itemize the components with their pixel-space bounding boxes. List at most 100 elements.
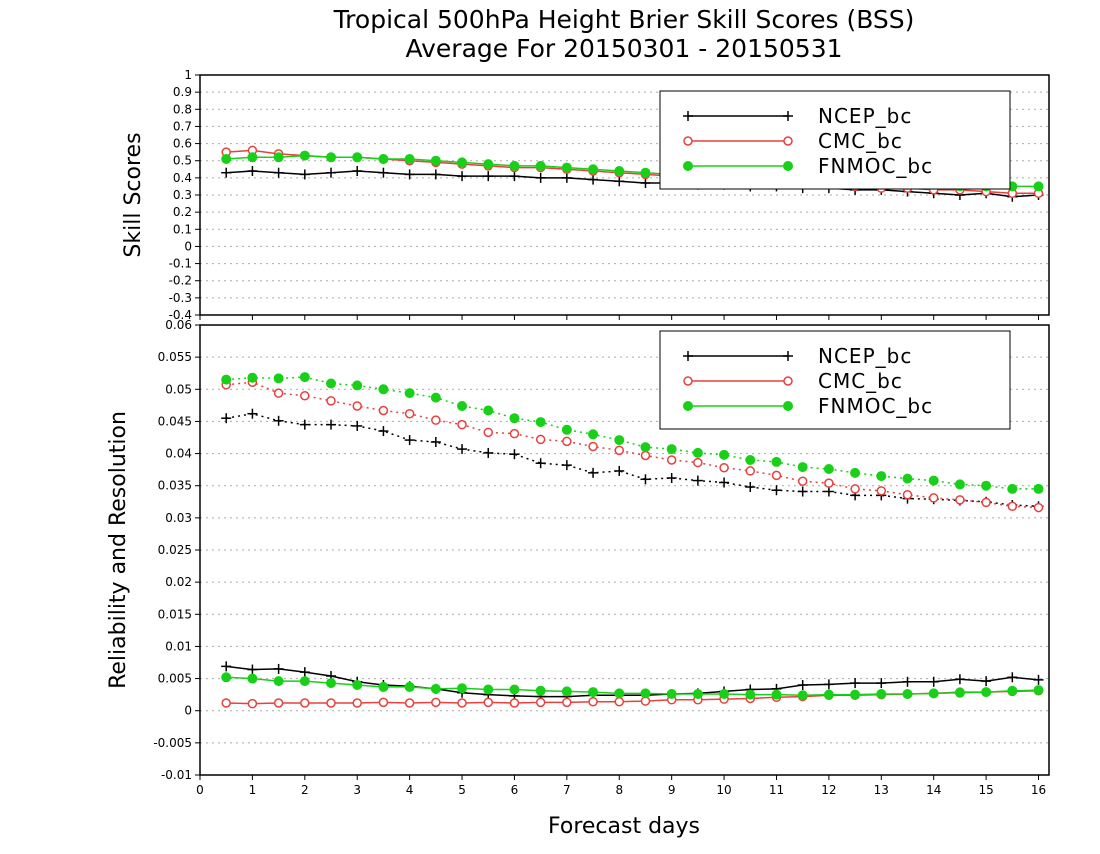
marker-circle-open <box>247 698 258 709</box>
x-tick-label: 9 <box>668 783 676 797</box>
marker-circle-open <box>352 698 362 708</box>
marker-circle-open <box>457 419 467 430</box>
marker-circle-open <box>876 486 887 496</box>
x-tick-label: 12 <box>821 783 836 797</box>
marker-circle-open <box>483 427 493 438</box>
marker-plus <box>299 169 310 180</box>
marker-plus <box>588 174 599 185</box>
marker-circle-filled <box>745 455 756 465</box>
y-tick-label: -0.01 <box>161 768 192 782</box>
marker-circle-filled <box>430 155 441 166</box>
marker-circle-filled <box>352 380 363 391</box>
marker-circle-open <box>457 698 467 708</box>
y-tick-label: 0.055 <box>158 350 192 364</box>
marker-circle-filled <box>902 473 913 484</box>
legend-item: CMC_bc <box>683 369 902 393</box>
y-tick-label: 0.7 <box>173 119 192 133</box>
marker-circle-open <box>378 697 389 708</box>
marker-plus <box>378 167 389 178</box>
y-tick-label: 0.02 <box>165 575 192 589</box>
marker-plus <box>850 678 861 689</box>
y-tick-label: 0.6 <box>173 137 192 151</box>
marker-plus <box>483 171 494 182</box>
marker-circle-filled <box>378 681 389 692</box>
legend-item: FNMOC_bc <box>683 154 932 178</box>
x-axis-label: Forecast days <box>548 814 700 839</box>
marker-circle-open <box>509 428 520 439</box>
marker-circle-filled <box>247 673 258 684</box>
y-tick-label: -0.005 <box>153 736 192 750</box>
marker-circle-open <box>404 408 415 419</box>
y-tick-label: 1 <box>184 68 192 82</box>
marker-circle-filled <box>299 372 310 383</box>
marker-circle-open <box>352 401 362 411</box>
marker-circle-filled <box>430 392 441 403</box>
marker-circle-filled <box>404 388 415 399</box>
marker-circle-filled <box>683 161 693 171</box>
marker-circle-filled <box>273 373 284 384</box>
marker-circle-filled <box>1033 181 1044 192</box>
marker-circle-filled <box>719 689 730 699</box>
marker-circle-open <box>683 376 693 386</box>
marker-plus <box>876 678 887 689</box>
marker-circle-filled <box>640 442 651 453</box>
marker-circle-filled <box>561 686 572 697</box>
marker-plus <box>221 167 232 178</box>
marker-plus <box>273 415 284 426</box>
marker-circle-filled <box>299 150 310 161</box>
y-tick-label: 0.3 <box>173 188 192 202</box>
marker-plus <box>457 171 468 182</box>
marker-plus <box>457 444 468 455</box>
marker-plus <box>221 413 232 424</box>
marker-circle-filled <box>614 688 625 699</box>
marker-plus <box>299 667 310 678</box>
x-tick-label: 3 <box>353 783 361 797</box>
x-tick-label: 1 <box>249 783 257 797</box>
marker-circle-open <box>404 698 415 708</box>
x-tick-label: 14 <box>926 783 941 797</box>
y-tick-label: 0.01 <box>165 639 192 653</box>
marker-circle-filled <box>1033 685 1044 696</box>
marker-circle-filled <box>719 449 730 460</box>
marker-circle-open <box>300 698 310 708</box>
marker-plus <box>1033 674 1044 685</box>
marker-circle-open <box>483 697 493 708</box>
legend-label: NCEP_bc <box>818 344 912 368</box>
marker-circle-filled <box>954 687 965 698</box>
marker-plus <box>247 166 258 176</box>
marker-circle-open <box>273 388 284 398</box>
marker-circle-filled <box>954 479 965 490</box>
marker-plus <box>902 676 913 687</box>
marker-plus <box>683 111 693 121</box>
marker-circle-open <box>824 478 834 488</box>
marker-plus <box>783 351 793 361</box>
marker-circle-filled <box>771 456 782 467</box>
marker-circle-open <box>783 136 793 146</box>
marker-circle-filled <box>509 684 520 695</box>
marker-circle-open <box>955 495 965 505</box>
reliability-resolution-panel: -0.01 -0.005 0 0.005 0.01 0.015 0.02 0.025 0.03 0… <box>106 318 1050 797</box>
marker-circle-filled <box>430 683 441 694</box>
series-CMC_bc-resolution <box>221 377 1044 513</box>
marker-plus <box>928 676 939 687</box>
x-tick-label: 16 <box>1031 783 1046 797</box>
series-line <box>226 665 1039 698</box>
marker-circle-filled <box>483 684 494 695</box>
marker-plus <box>640 474 651 485</box>
marker-plus <box>221 661 232 672</box>
marker-plus <box>326 167 337 178</box>
marker-plus <box>823 486 834 497</box>
marker-circle-filled <box>483 405 494 416</box>
marker-circle-filled <box>928 688 939 699</box>
marker-circle-filled <box>247 152 258 163</box>
marker-plus <box>509 449 520 460</box>
marker-plus <box>614 465 625 476</box>
marker-circle-filled <box>902 689 913 699</box>
marker-circle-filled <box>614 435 625 446</box>
legend-item: CMC_bc <box>683 129 902 153</box>
marker-circle-open <box>588 696 598 707</box>
y-tick-label: -0.4 <box>169 308 192 322</box>
marker-plus <box>430 169 441 180</box>
